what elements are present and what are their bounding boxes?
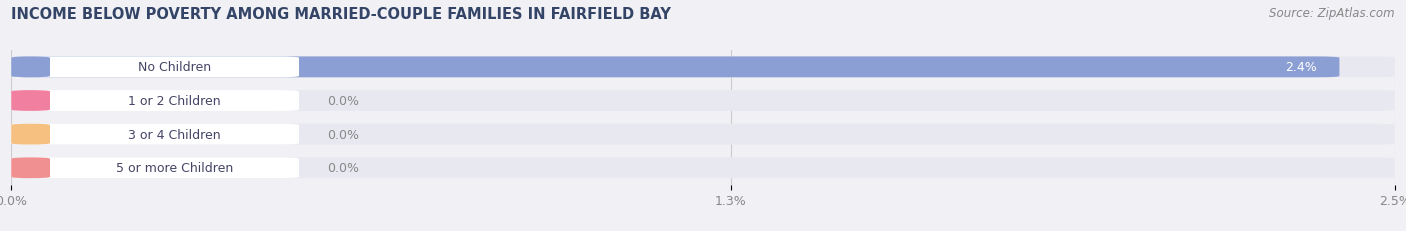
FancyBboxPatch shape [11,91,51,111]
Text: 0.0%: 0.0% [326,161,359,175]
Text: 0.0%: 0.0% [326,128,359,141]
Text: Source: ZipAtlas.com: Source: ZipAtlas.com [1270,7,1395,20]
Text: No Children: No Children [138,61,211,74]
FancyBboxPatch shape [11,124,51,145]
FancyBboxPatch shape [11,57,1395,78]
FancyBboxPatch shape [11,57,299,78]
Text: 2.4%: 2.4% [1285,61,1317,74]
FancyBboxPatch shape [11,158,1395,178]
FancyBboxPatch shape [11,124,299,145]
Text: 5 or more Children: 5 or more Children [115,161,233,175]
FancyBboxPatch shape [11,57,51,78]
Text: INCOME BELOW POVERTY AMONG MARRIED-COUPLE FAMILIES IN FAIRFIELD BAY: INCOME BELOW POVERTY AMONG MARRIED-COUPL… [11,7,671,22]
Text: 1 or 2 Children: 1 or 2 Children [128,94,221,108]
FancyBboxPatch shape [11,158,51,178]
FancyBboxPatch shape [11,91,1395,111]
FancyBboxPatch shape [11,158,299,178]
FancyBboxPatch shape [11,91,299,111]
Text: 3 or 4 Children: 3 or 4 Children [128,128,221,141]
FancyBboxPatch shape [11,124,1395,145]
FancyBboxPatch shape [11,57,1340,78]
Text: 0.0%: 0.0% [326,94,359,108]
